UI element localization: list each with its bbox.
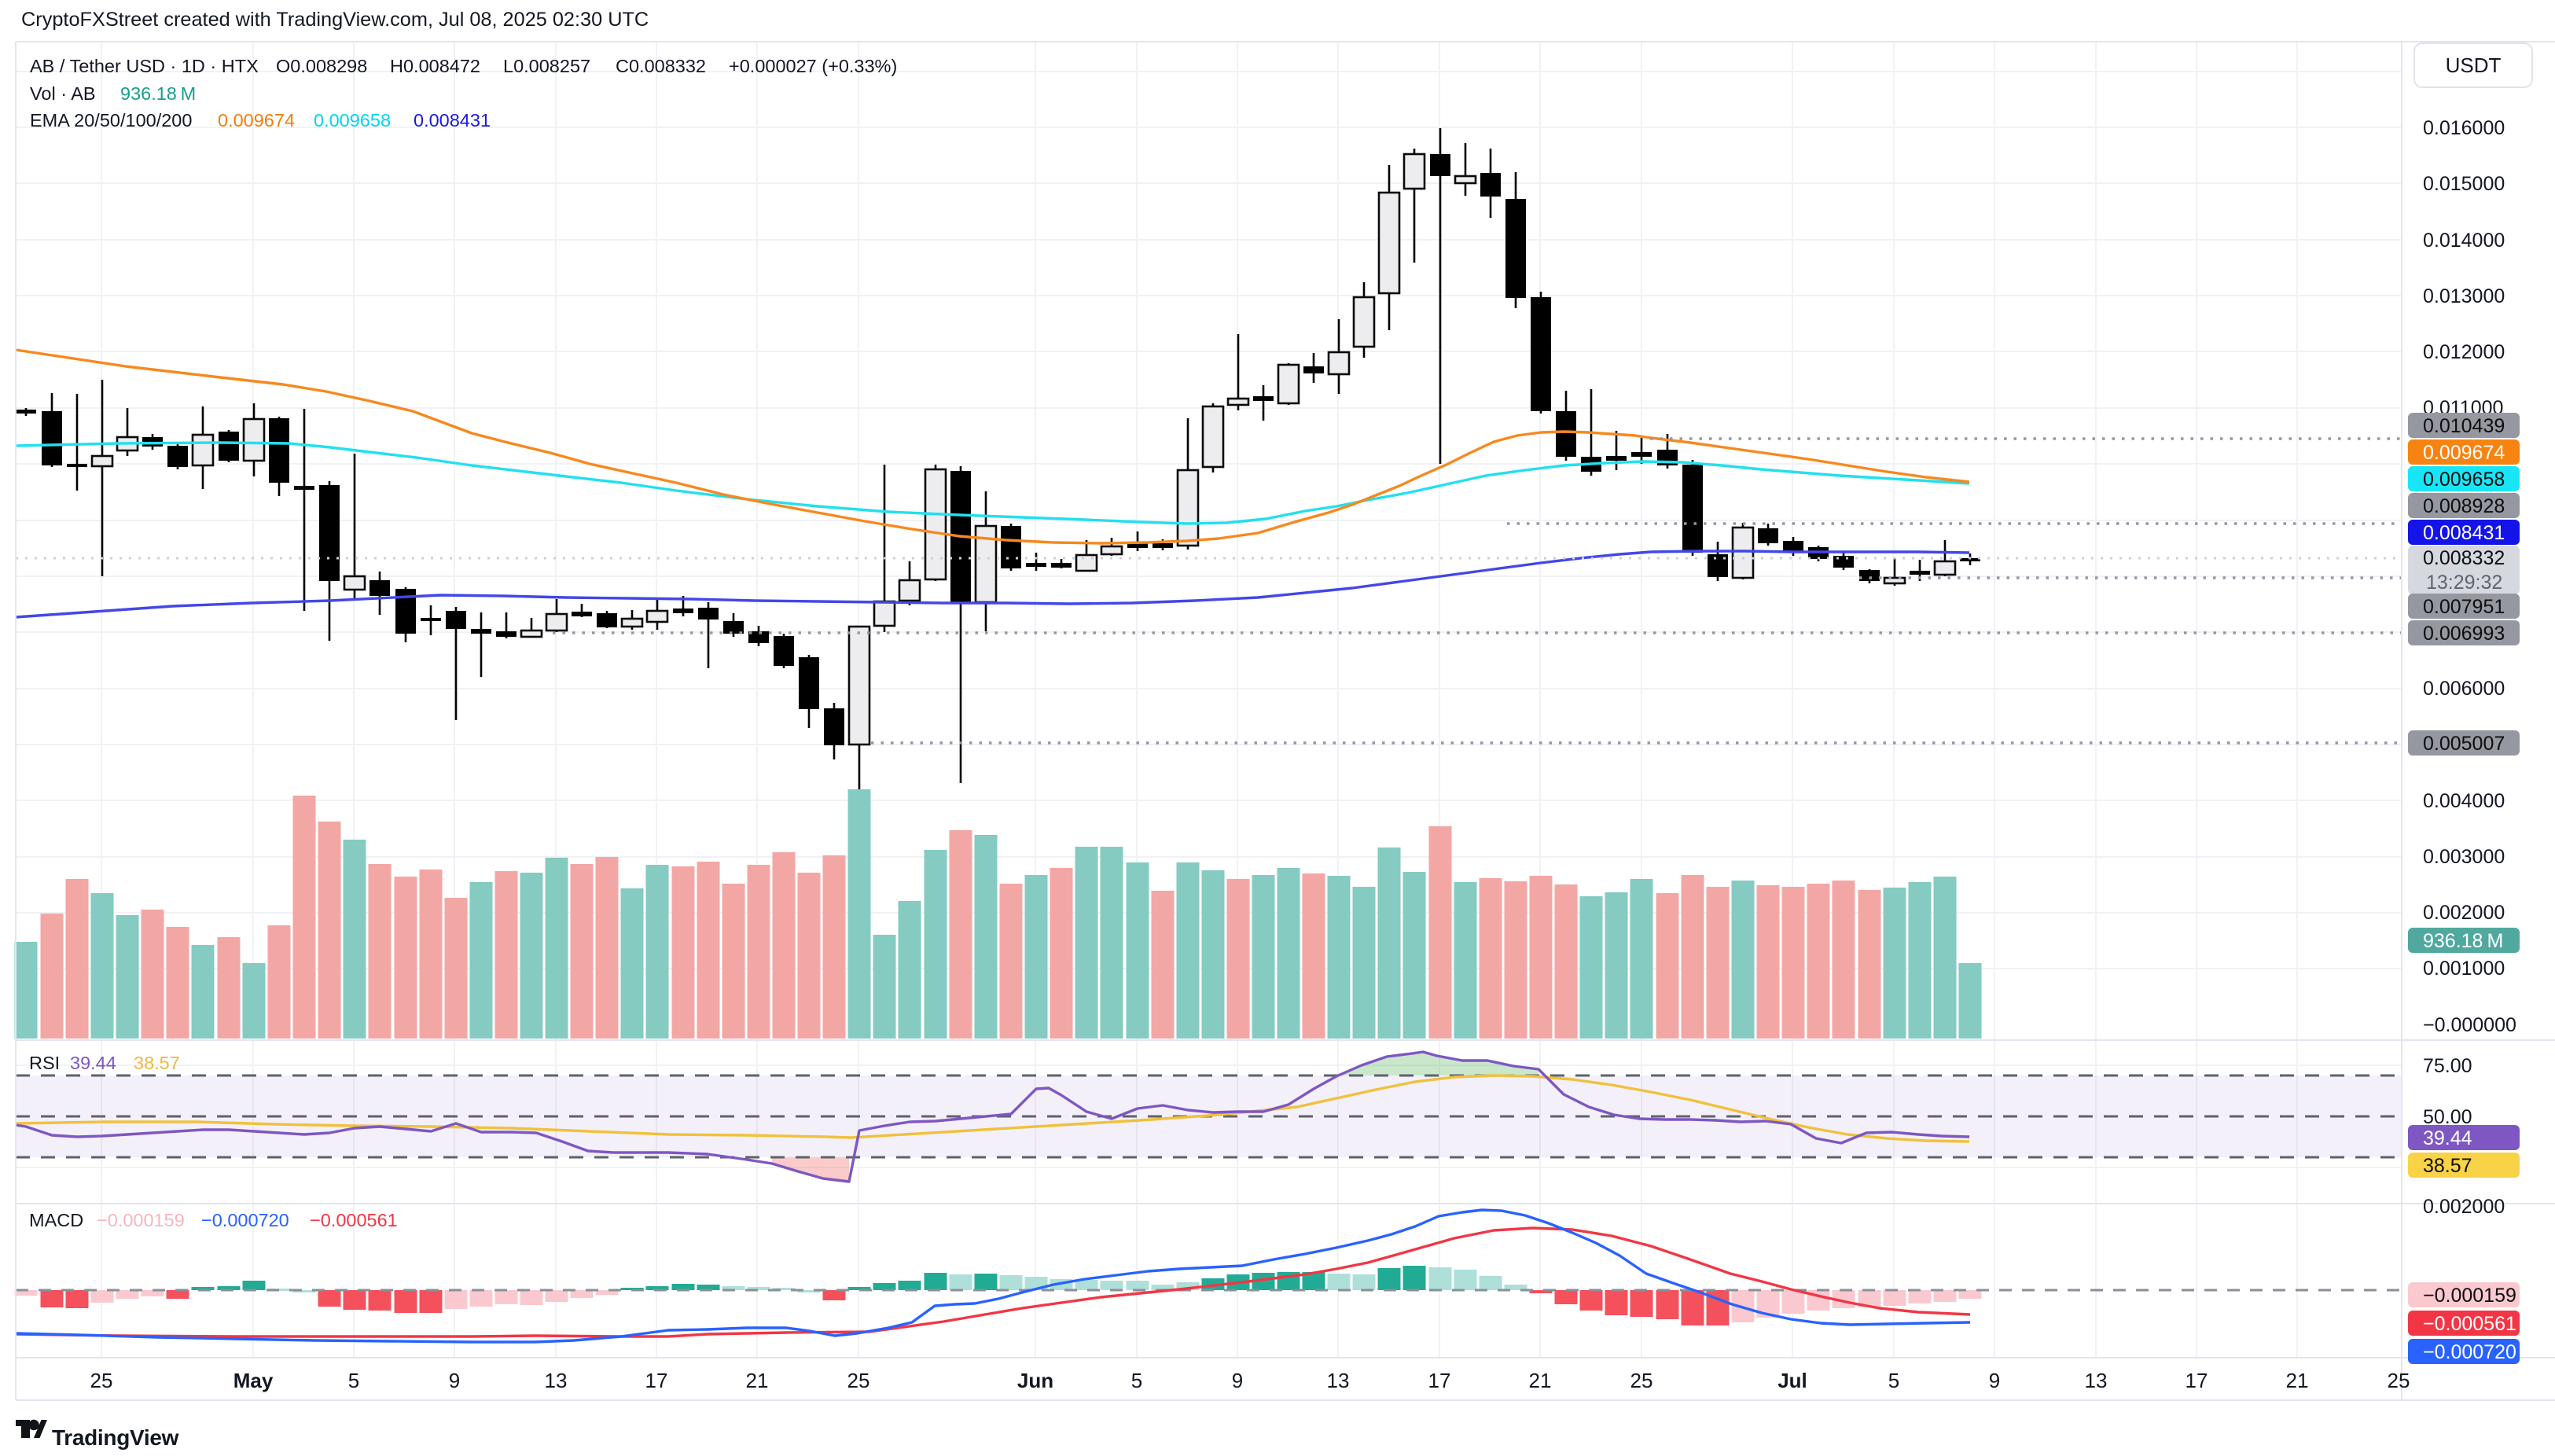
svg-text:0.003000: 0.003000 (2423, 846, 2505, 868)
svg-text:0.009658: 0.009658 (2423, 469, 2505, 491)
svg-text:H0.008472: H0.008472 (390, 56, 480, 76)
svg-text:EMA 20/50/100/200: EMA 20/50/100/200 (30, 110, 192, 131)
svg-text:9: 9 (1232, 1369, 1243, 1392)
svg-text:O0.008298: O0.008298 (276, 56, 367, 76)
svg-text:L0.008257: L0.008257 (503, 56, 590, 76)
svg-text:0.014000: 0.014000 (2423, 230, 2505, 252)
svg-text:−0.000561: −0.000561 (310, 1210, 398, 1230)
svg-text:0.002000: 0.002000 (2423, 1196, 2505, 1218)
svg-text:50.00: 50.00 (2423, 1106, 2472, 1128)
svg-text:17: 17 (645, 1369, 668, 1392)
svg-text:0.008431: 0.008431 (414, 110, 491, 131)
svg-text:−0.000000: −0.000000 (2423, 1014, 2516, 1036)
svg-text:AB / Tether USD · 1D · HTX: AB / Tether USD · 1D · HTX (30, 56, 259, 76)
svg-text:0.015000: 0.015000 (2423, 173, 2505, 195)
svg-text:5: 5 (1131, 1369, 1142, 1392)
svg-text:936.18 M: 936.18 M (120, 83, 196, 104)
svg-text:Jul: Jul (1777, 1369, 1807, 1392)
svg-text:Vol · AB: Vol · AB (30, 83, 96, 104)
svg-text:0.007951: 0.007951 (2423, 596, 2505, 618)
svg-text:USDT: USDT (2446, 53, 2502, 77)
svg-text:0.001000: 0.001000 (2423, 958, 2505, 980)
svg-text:0.005007: 0.005007 (2423, 733, 2505, 755)
svg-text:0.008431: 0.008431 (2423, 522, 2505, 544)
svg-text:0.006000: 0.006000 (2423, 678, 2505, 700)
svg-text:MACD: MACD (29, 1210, 83, 1230)
svg-text:13: 13 (545, 1369, 568, 1392)
svg-text:936.18 M: 936.18 M (2423, 930, 2503, 952)
svg-text:9: 9 (1989, 1369, 2000, 1392)
svg-text:0.002000: 0.002000 (2423, 902, 2505, 924)
svg-text:25: 25 (1630, 1369, 1653, 1392)
svg-text:C0.008332: C0.008332 (616, 56, 706, 76)
svg-text:5: 5 (1888, 1369, 1899, 1392)
svg-text:−0.000720: −0.000720 (201, 1210, 289, 1230)
svg-text:+0.000027 (+0.33%): +0.000027 (+0.33%) (729, 56, 897, 76)
svg-text:0.008928: 0.008928 (2423, 495, 2505, 517)
svg-text:−0.000159: −0.000159 (2423, 1285, 2516, 1307)
svg-text:0.009674: 0.009674 (218, 110, 295, 131)
svg-text:0.009658: 0.009658 (314, 110, 391, 131)
svg-text:CryptoFXStreet created with Tr: CryptoFXStreet created with TradingView.… (21, 9, 649, 31)
svg-text:RSI: RSI (29, 1053, 60, 1073)
svg-text:0.013000: 0.013000 (2423, 285, 2505, 307)
svg-text:0.012000: 0.012000 (2423, 341, 2505, 363)
svg-text:−0.000159: −0.000159 (97, 1210, 185, 1230)
svg-text:25: 25 (90, 1369, 113, 1392)
svg-text:0.009674: 0.009674 (2423, 442, 2505, 464)
svg-text:21: 21 (1529, 1369, 1552, 1392)
svg-text:9: 9 (449, 1369, 460, 1392)
svg-text:17: 17 (2186, 1369, 2208, 1392)
svg-text:Jun: Jun (1017, 1369, 1053, 1392)
svg-text:39.44: 39.44 (70, 1053, 116, 1073)
svg-text:−0.000720: −0.000720 (2423, 1341, 2516, 1363)
svg-text:TradingView: TradingView (52, 1425, 179, 1450)
svg-text:0.004000: 0.004000 (2423, 790, 2505, 812)
svg-text:13: 13 (1327, 1369, 1350, 1392)
svg-text:0.016000: 0.016000 (2423, 117, 2505, 139)
svg-text:−0.000561: −0.000561 (2423, 1313, 2516, 1335)
svg-text:17: 17 (1428, 1369, 1451, 1392)
svg-text:25: 25 (847, 1369, 870, 1392)
svg-text:39.44: 39.44 (2423, 1127, 2472, 1149)
svg-text:75.00: 75.00 (2423, 1055, 2472, 1077)
svg-text:21: 21 (746, 1369, 769, 1392)
svg-text:38.57: 38.57 (134, 1053, 180, 1073)
svg-text:5: 5 (348, 1369, 359, 1392)
svg-text:0.008332: 0.008332 (2423, 547, 2505, 569)
svg-text:0.006993: 0.006993 (2423, 623, 2505, 645)
svg-text:25: 25 (2388, 1369, 2410, 1392)
svg-text:May: May (233, 1369, 274, 1392)
svg-text:13: 13 (2085, 1369, 2108, 1392)
svg-text:13:29:32: 13:29:32 (2426, 572, 2502, 594)
svg-text:21: 21 (2286, 1369, 2309, 1392)
svg-text:0.010439: 0.010439 (2423, 415, 2505, 437)
svg-text:38.57: 38.57 (2423, 1155, 2472, 1177)
